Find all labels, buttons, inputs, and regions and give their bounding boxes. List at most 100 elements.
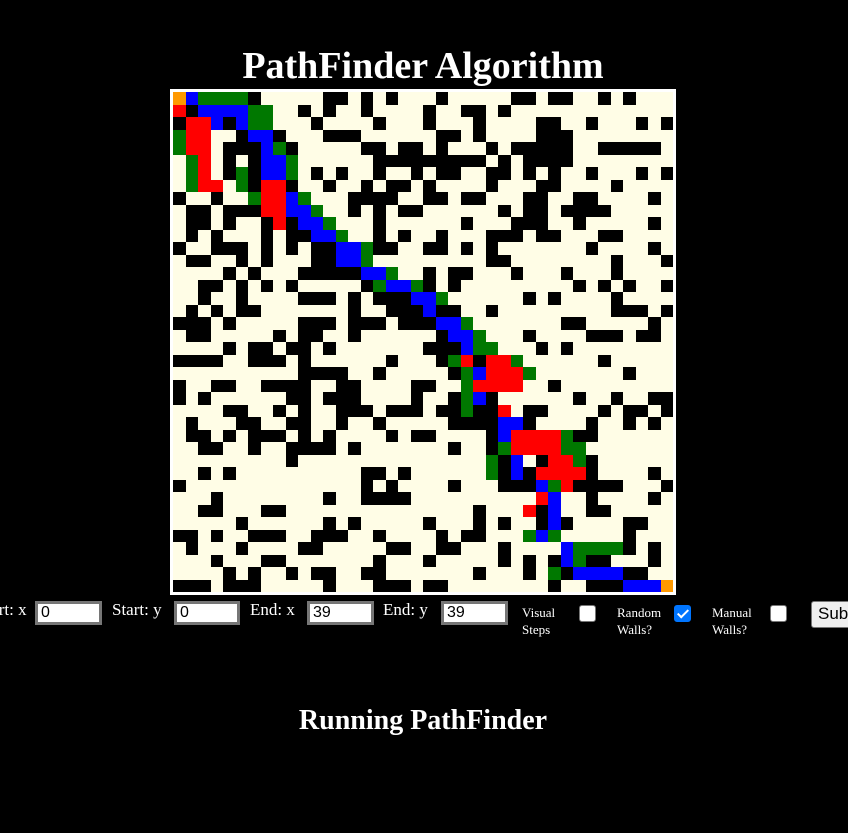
grid-cell-open[interactable] (435, 567, 448, 580)
grid-cell-open[interactable] (410, 542, 423, 555)
grid-cell-wall[interactable] (598, 579, 611, 592)
grid-cell-open[interactable] (298, 304, 311, 317)
grid-cell-open[interactable] (285, 117, 298, 130)
grid-cell-open[interactable] (660, 417, 673, 430)
grid-cell-visited[interactable] (210, 179, 223, 192)
grid-cell-open[interactable] (598, 317, 611, 330)
grid-cell-open[interactable] (460, 454, 473, 467)
grid-cell-open[interactable] (648, 379, 661, 392)
grid-cell-open[interactable] (260, 392, 273, 405)
grid-cell-wall[interactable] (598, 229, 611, 242)
grid-cell-wall[interactable] (298, 354, 311, 367)
grid-cell-open[interactable] (498, 392, 511, 405)
grid-cell-open[interactable] (560, 254, 573, 267)
grid-cell-open[interactable] (635, 367, 648, 380)
grid-cell-wall[interactable] (373, 317, 386, 330)
grid-cell-wall[interactable] (373, 242, 386, 255)
grid-cell-open[interactable] (348, 567, 361, 580)
grid-cell-wall[interactable] (498, 229, 511, 242)
grid-cell-open[interactable] (185, 292, 198, 305)
grid-cell-path[interactable] (623, 579, 636, 592)
grid-cell-wall[interactable] (560, 517, 573, 530)
grid-cell-open[interactable] (635, 292, 648, 305)
grid-cell-open[interactable] (573, 304, 586, 317)
grid-cell-open[interactable] (623, 117, 636, 130)
grid-cell-open[interactable] (385, 454, 398, 467)
grid-cell-visited[interactable] (510, 379, 523, 392)
grid-cell-open[interactable] (448, 504, 461, 517)
grid-cell-wall[interactable] (573, 279, 586, 292)
grid-cell-open[interactable] (560, 117, 573, 130)
grid-cell-open[interactable] (173, 417, 186, 430)
grid-cell-wall[interactable] (548, 292, 561, 305)
grid-cell-open[interactable] (173, 492, 186, 505)
grid-cell-open[interactable] (523, 129, 536, 142)
grid-cell-wall[interactable] (198, 467, 211, 480)
grid-cell-open[interactable] (310, 142, 323, 155)
grid-cell-open[interactable] (273, 117, 286, 130)
grid-cell-open[interactable] (573, 417, 586, 430)
grid-cell-open[interactable] (448, 217, 461, 230)
grid-cell-open[interactable] (335, 142, 348, 155)
grid-cell-open[interactable] (273, 242, 286, 255)
grid-cell-open[interactable] (635, 392, 648, 405)
grid-cell-path[interactable] (510, 467, 523, 480)
grid-cell-open[interactable] (548, 417, 561, 430)
grid-cell-visited[interactable] (510, 442, 523, 455)
grid-cell-open[interactable] (398, 454, 411, 467)
grid-cell-open[interactable] (473, 579, 486, 592)
grid-cell-wall[interactable] (198, 429, 211, 442)
grid-cell-wall[interactable] (623, 304, 636, 317)
grid-cell-frontier[interactable] (585, 542, 598, 555)
grid-cell-open[interactable] (460, 204, 473, 217)
grid-cell-wall[interactable] (623, 404, 636, 417)
grid-cell-open[interactable] (398, 354, 411, 367)
grid-cell-wall[interactable] (610, 267, 623, 280)
grid-cell-open[interactable] (535, 92, 548, 105)
grid-cell-open[interactable] (435, 467, 448, 480)
grid-cell-wall[interactable] (185, 304, 198, 317)
grid-cell-wall[interactable] (498, 154, 511, 167)
grid-cell-wall[interactable] (373, 579, 386, 592)
grid-cell-open[interactable] (460, 467, 473, 480)
grid-cell-wall[interactable] (348, 129, 361, 142)
grid-cell-open[interactable] (410, 242, 423, 255)
grid-cell-wall[interactable] (598, 404, 611, 417)
grid-cell-wall[interactable] (210, 442, 223, 455)
grid-cell-open[interactable] (398, 267, 411, 280)
grid-cell-open[interactable] (585, 392, 598, 405)
grid-cell-open[interactable] (473, 467, 486, 480)
grid-cell-open[interactable] (185, 554, 198, 567)
grid-cell-open[interactable] (360, 429, 373, 442)
grid-cell-open[interactable] (510, 404, 523, 417)
grid-cell-wall[interactable] (248, 154, 261, 167)
grid-cell-wall[interactable] (373, 204, 386, 217)
grid-cell-wall[interactable] (585, 329, 598, 342)
grid-cell-path[interactable] (473, 392, 486, 405)
grid-cell-wall[interactable] (473, 529, 486, 542)
grid-cell-wall[interactable] (260, 254, 273, 267)
grid-cell-wall[interactable] (573, 204, 586, 217)
grid-cell-open[interactable] (198, 492, 211, 505)
grid-cell-open[interactable] (298, 554, 311, 567)
grid-cell-wall[interactable] (423, 179, 436, 192)
grid-cell-wall[interactable] (423, 279, 436, 292)
grid-cell-open[interactable] (298, 179, 311, 192)
grid-cell-open[interactable] (185, 479, 198, 492)
grid-cell-wall[interactable] (310, 367, 323, 380)
grid-cell-open[interactable] (598, 292, 611, 305)
grid-cell-open[interactable] (285, 492, 298, 505)
grid-cell-open[interactable] (498, 317, 511, 330)
grid-cell-wall[interactable] (473, 154, 486, 167)
grid-cell-wall[interactable] (410, 379, 423, 392)
grid-cell-visited[interactable] (460, 354, 473, 367)
grid-cell-open[interactable] (535, 579, 548, 592)
grid-cell-open[interactable] (385, 567, 398, 580)
grid-cell-open[interactable] (348, 342, 361, 355)
grid-cell-open[interactable] (348, 579, 361, 592)
grid-cell-open[interactable] (248, 229, 261, 242)
grid-cell-open[interactable] (285, 304, 298, 317)
grid-cell-open[interactable] (598, 417, 611, 430)
grid-cell-open[interactable] (410, 504, 423, 517)
grid-cell-wall[interactable] (248, 167, 261, 180)
